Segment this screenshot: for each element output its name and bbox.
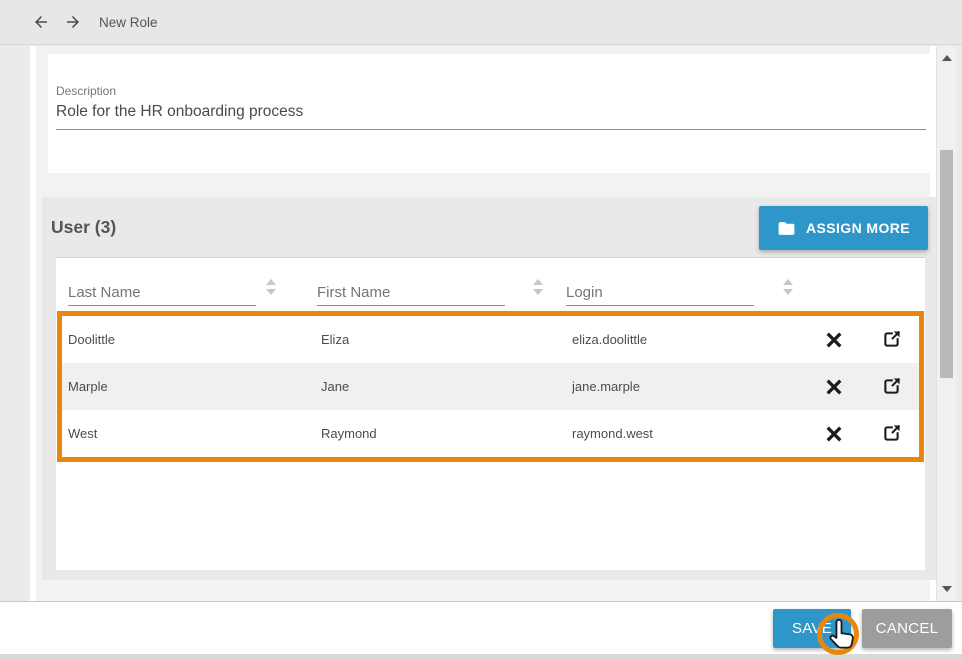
cell-last-name: West — [68, 426, 98, 441]
sort-icon-first-name[interactable] — [532, 279, 544, 295]
open-user-icon[interactable] — [864, 329, 919, 350]
user-panel: User (3) ASSIGN MORE — [42, 197, 936, 580]
open-user-icon[interactable] — [864, 423, 919, 444]
forward-arrow-icon[interactable] — [64, 13, 82, 31]
cell-first-name: Raymond — [321, 426, 377, 441]
filter-login-input[interactable] — [566, 280, 754, 306]
remove-user-icon[interactable] — [804, 331, 864, 349]
vertical-scrollbar — [936, 46, 956, 601]
user-table-header — [56, 258, 925, 311]
description-label: Description — [56, 84, 117, 98]
user-table: Doolittle Eliza eliza.doolittle Marpl — [56, 257, 925, 570]
highlight-rectangle: Doolittle Eliza eliza.doolittle Marpl — [57, 311, 924, 462]
cell-login: jane.marple — [572, 379, 640, 394]
window-bottom-strip — [0, 654, 962, 660]
assign-more-button[interactable]: ASSIGN MORE — [759, 206, 928, 250]
open-user-icon[interactable] — [864, 376, 919, 397]
scrollbar-thumb[interactable] — [940, 150, 953, 378]
cell-login: raymond.west — [572, 426, 653, 441]
table-row[interactable]: Marple Jane jane.marple — [62, 363, 919, 410]
cell-last-name: Marple — [68, 379, 108, 394]
filter-first-name-input[interactable] — [317, 280, 505, 306]
assign-more-label: ASSIGN MORE — [806, 220, 910, 236]
table-row[interactable]: Doolittle Eliza eliza.doolittle — [62, 316, 919, 363]
cell-first-name: Jane — [321, 379, 350, 394]
scroll-up-icon[interactable] — [942, 55, 952, 61]
scroll-down-icon[interactable] — [942, 586, 952, 592]
sort-icon-last-name[interactable] — [265, 279, 277, 295]
form-background: Description Role for the HR onboarding p… — [36, 46, 936, 601]
remove-user-icon[interactable] — [804, 378, 864, 396]
page-title: New Role — [99, 14, 158, 30]
cell-login: eliza.doolittle — [572, 332, 648, 347]
description-input[interactable]: Role for the HR onboarding process — [56, 98, 926, 130]
cell-first-name: Eliza — [321, 332, 350, 347]
filter-last-name-input[interactable] — [68, 280, 256, 306]
description-card: Description Role for the HR onboarding p… — [48, 54, 936, 173]
save-button[interactable]: SAVE — [773, 609, 851, 648]
user-section-title: User (3) — [51, 217, 117, 237]
table-row[interactable]: West Raymond raymond.west — [62, 410, 919, 457]
folder-icon — [777, 219, 796, 238]
action-footer: SAVE CANCEL — [0, 601, 962, 654]
remove-user-icon[interactable] — [804, 425, 864, 443]
sort-icon-login[interactable] — [782, 279, 794, 295]
cancel-button[interactable]: CANCEL — [862, 609, 952, 648]
cell-last-name: Doolittle — [68, 332, 115, 347]
back-arrow-icon[interactable] — [32, 13, 50, 31]
topbar: New Role — [0, 0, 962, 45]
form-viewport: Description Role for the HR onboarding p… — [30, 46, 936, 601]
